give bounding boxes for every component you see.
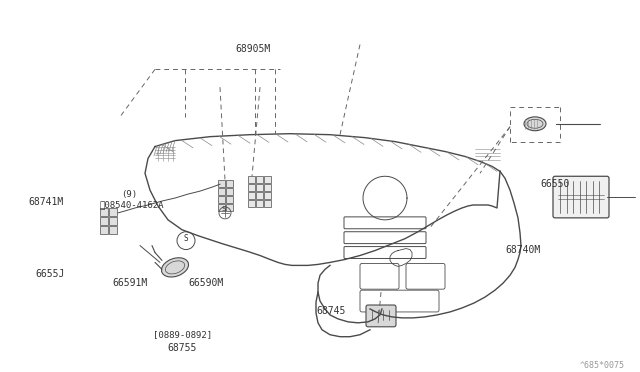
Bar	[248, 176, 255, 183]
Bar	[100, 208, 108, 216]
Text: 66590M: 66590M	[189, 278, 224, 288]
Bar	[109, 217, 117, 225]
Bar	[218, 196, 225, 203]
Ellipse shape	[524, 117, 546, 131]
Bar	[218, 188, 225, 195]
Text: 66591M: 66591M	[112, 278, 147, 288]
Text: (9): (9)	[122, 190, 138, 199]
Bar	[248, 192, 255, 199]
Text: 68740M: 68740M	[506, 245, 541, 255]
Bar	[226, 204, 233, 211]
Bar	[226, 180, 233, 187]
Text: 68741M: 68741M	[29, 197, 64, 207]
Bar	[218, 204, 225, 211]
Text: 68745: 68745	[317, 306, 346, 316]
Text: [0889-0892]: [0889-0892]	[153, 330, 212, 339]
Text: S: S	[222, 206, 227, 212]
Bar	[100, 226, 108, 234]
Bar	[256, 200, 263, 207]
Text: 6655J: 6655J	[35, 269, 65, 279]
Text: 68755: 68755	[168, 343, 197, 353]
Text: ^685*0075: ^685*0075	[580, 362, 625, 371]
Bar	[256, 176, 263, 183]
Bar	[226, 188, 233, 195]
Ellipse shape	[161, 258, 189, 277]
Text: S: S	[183, 234, 188, 243]
Bar	[256, 192, 263, 199]
Bar	[264, 176, 271, 183]
Bar	[109, 226, 117, 234]
Bar	[100, 217, 108, 225]
Bar	[256, 184, 263, 191]
Text: Ⓝ08540-4162A: Ⓝ08540-4162A	[99, 201, 164, 210]
Bar	[226, 196, 233, 203]
Text: 66550: 66550	[541, 179, 570, 189]
Bar	[264, 184, 271, 191]
Text: 68905M: 68905M	[235, 44, 271, 54]
Bar	[248, 184, 255, 191]
FancyBboxPatch shape	[553, 176, 609, 218]
Bar	[264, 200, 271, 207]
Bar	[248, 200, 255, 207]
Bar	[264, 192, 271, 199]
Bar	[109, 208, 117, 216]
Bar	[218, 180, 225, 187]
FancyBboxPatch shape	[366, 305, 396, 327]
